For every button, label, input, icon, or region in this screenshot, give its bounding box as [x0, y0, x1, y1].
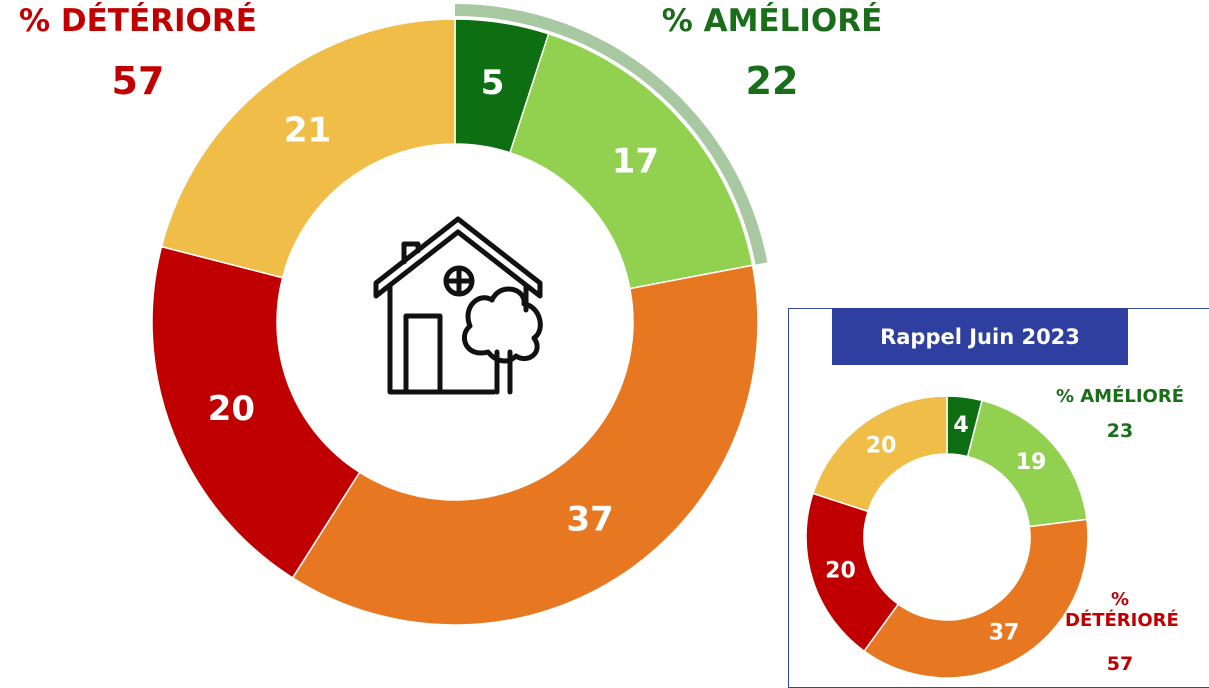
segment-label: 37 [567, 499, 614, 539]
segment-label: 4 [953, 413, 968, 438]
annotation-value: 57 [1106, 653, 1134, 675]
donut-segment [863, 518, 1089, 679]
annotation-value: 23 [1106, 420, 1134, 442]
segment-label: 20 [825, 559, 856, 584]
annotation-label: % DÉTÉRIORÉ [1065, 589, 1179, 631]
segment-label: 19 [1016, 450, 1047, 475]
segment-label: 5 [481, 63, 505, 103]
inset-title: Rappel Juin 2023 [832, 308, 1128, 365]
annotation-label: % DÉTÉRIORÉ [19, 3, 257, 39]
annotation-label: % AMÉLIORÉ [661, 3, 883, 39]
highlight-arc [455, 4, 768, 265]
annotation-label: % AMÉLIORÉ [1055, 386, 1185, 407]
segment-label: 21 [284, 110, 331, 150]
donut-segment [151, 245, 361, 579]
donut-segment [811, 395, 948, 513]
segment-label: 37 [989, 620, 1020, 645]
segment-label: 17 [612, 141, 659, 181]
donut-segment [291, 264, 759, 626]
annotation-value: 22 [745, 59, 799, 103]
donut-segment [160, 18, 456, 279]
house-icon [373, 216, 543, 395]
donut-segment [509, 32, 754, 290]
segment-label: 20 [866, 433, 897, 458]
annotation-value: 57 [111, 59, 165, 103]
segment-label: 20 [208, 389, 255, 429]
